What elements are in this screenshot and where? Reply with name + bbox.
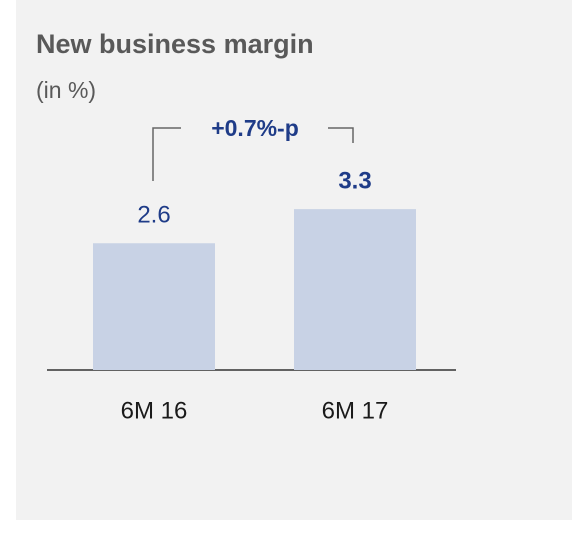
bracket-left — [152, 127, 181, 181]
chart-title: New business margin — [36, 29, 314, 59]
bar — [294, 209, 416, 370]
value-label: 2.6 — [137, 202, 170, 229]
x-tick-label: 6M 16 — [121, 397, 188, 424]
value-label: 3.3 — [338, 167, 371, 194]
bar — [93, 243, 215, 370]
difference-annotation: +0.7%-p — [211, 115, 299, 141]
bracket-right — [328, 127, 354, 143]
chart-subtitle: (in %) — [36, 77, 96, 103]
x-tick-label: 6M 17 — [322, 397, 389, 424]
